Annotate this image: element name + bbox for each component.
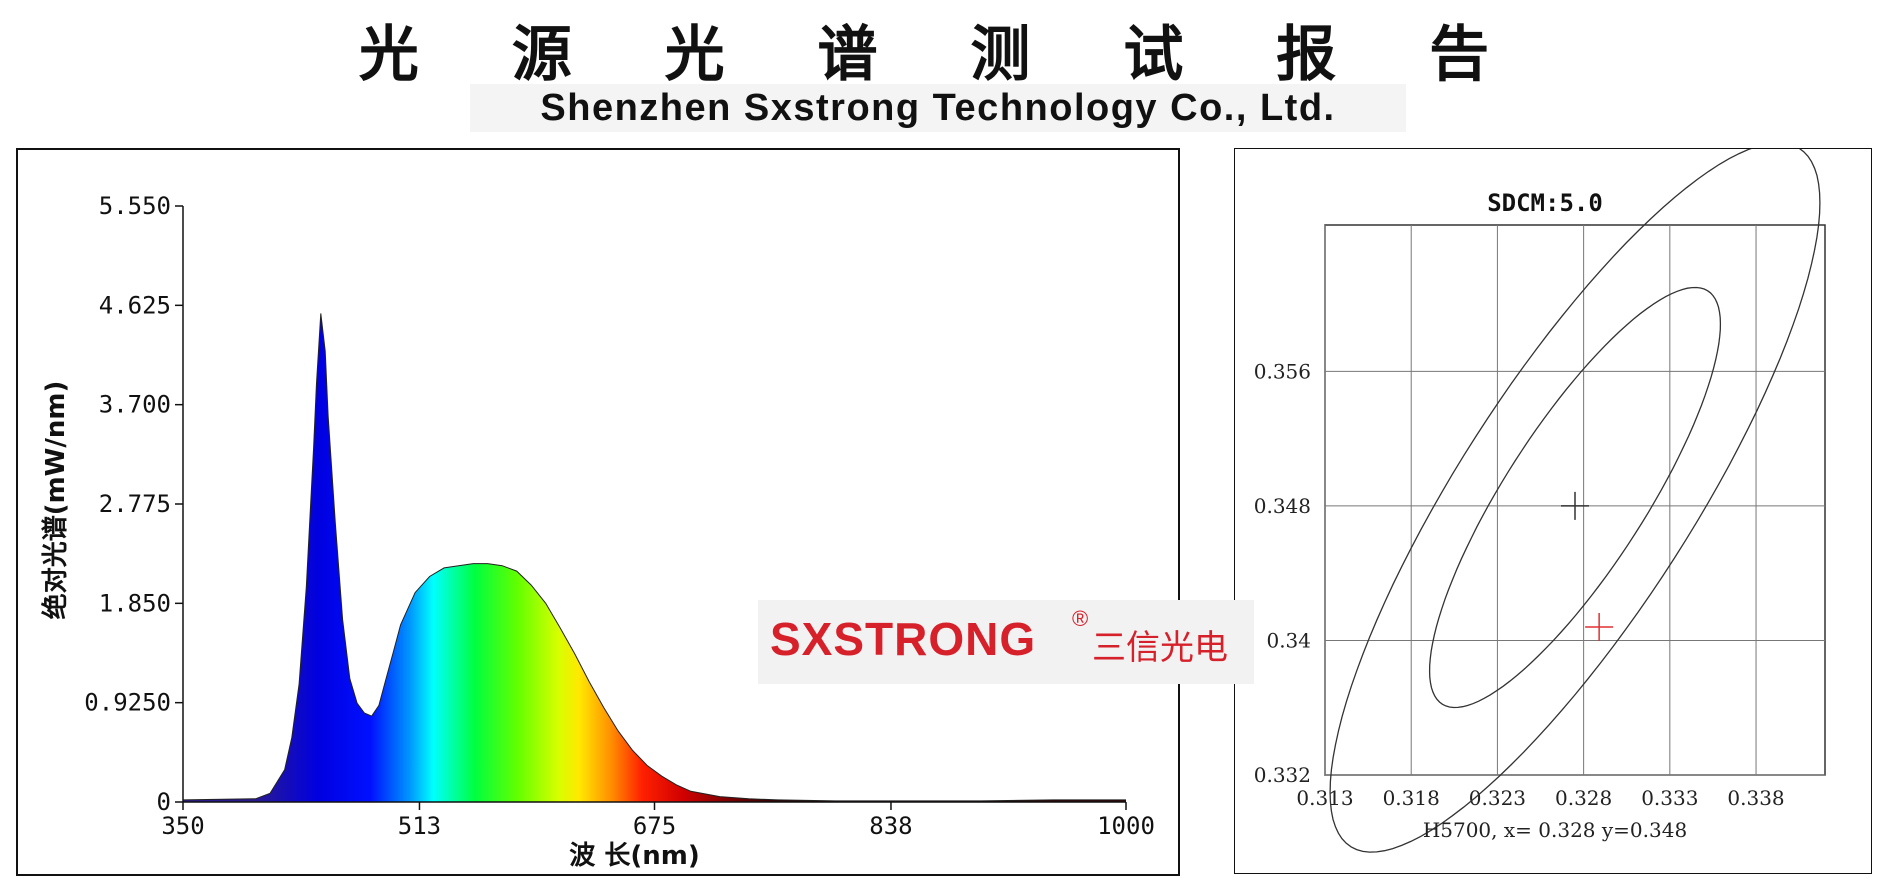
watermark-registered-mark: ®: [1072, 606, 1089, 631]
spectrum-chart: 0 0.9250 1.850 2.775 3.700 4.625 5.550 350 513 67…: [40, 192, 1155, 871]
x-tick-label: 0.328: [1555, 786, 1612, 810]
y-tick-label: 1.850: [99, 589, 171, 617]
watermark-background: [758, 600, 1254, 684]
chromaticity-panel: SDCM:5.0 0.313 0.318 0.323 0.328 0.333 0.338 0.…: [1234, 142, 1872, 874]
x-tick-label: 513: [398, 812, 441, 840]
point-measured: [1585, 612, 1614, 641]
x-tick-label: 0.338: [1727, 786, 1784, 810]
ellipse-inner: [1428, 286, 1722, 709]
spectrum-area: [183, 313, 1126, 802]
x-tick-label: 0.313: [1296, 786, 1353, 810]
y-tick-label: 0.332: [1254, 763, 1311, 787]
x-axis-label: 波 长(nm): [569, 841, 699, 871]
y-tick-label: 4.625: [99, 291, 171, 319]
watermark-brand-cn: 三信光电: [1092, 628, 1228, 668]
x-tick-label: 0.323: [1469, 786, 1526, 810]
y-tick-label: 3.700: [99, 391, 171, 419]
chromaticity-caption: H5700, x= 0.328 y=0.348: [1423, 818, 1687, 842]
y-tick-label: 0.34: [1266, 628, 1311, 652]
x-tick-label: 675: [633, 812, 676, 840]
y-tick-label: 0: [157, 788, 171, 816]
chromaticity-chart: SDCM:5.0 0.313 0.318 0.323 0.328 0.333 0.338 0.…: [1254, 142, 1826, 853]
point-target: [1561, 491, 1589, 520]
chromaticity-title: SDCM:5.0: [1487, 189, 1603, 217]
y-tick-label: 0.356: [1254, 359, 1311, 383]
x-tick-label: 838: [869, 812, 912, 840]
report-title: 光 源 光 谱 测 试 报 告: [358, 20, 1526, 90]
spectrum-outline: [182, 313, 1126, 802]
ellipse-outer: [1329, 142, 1821, 853]
y-axis-label: 绝对光谱(mW/nm): [40, 381, 71, 620]
y-tick-label: 5.550: [99, 192, 171, 220]
y-tick-label: 2.775: [99, 490, 171, 518]
company-name: Shenzhen Sxstrong Technology Co., Ltd.: [470, 84, 1406, 132]
watermark-brand: SXSTRONG: [770, 613, 1037, 665]
y-tick-label: 0.348: [1254, 494, 1311, 518]
x-tick-label: 0.333: [1641, 786, 1698, 810]
y-tick-label: 0.9250: [84, 689, 171, 717]
x-tick-label: 350: [161, 812, 204, 840]
x-tick-label: 1000: [1097, 812, 1155, 840]
x-tick-label: 0.318: [1383, 786, 1440, 810]
spectrum-panel: 0 0.9250 1.850 2.775 3.700 4.625 5.550 350 513 67…: [16, 148, 1180, 876]
